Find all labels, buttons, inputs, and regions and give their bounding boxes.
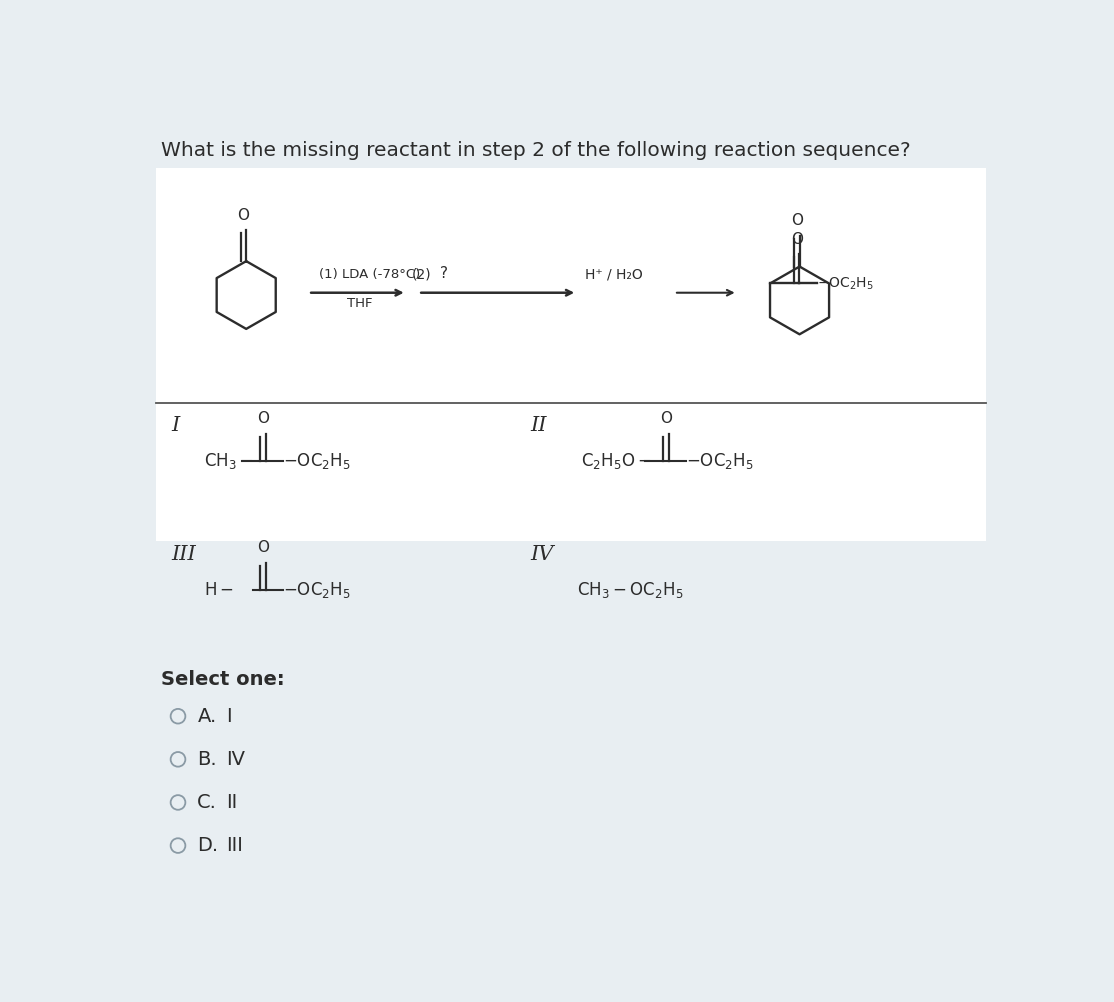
Text: III: III — [226, 836, 243, 855]
FancyBboxPatch shape — [156, 168, 986, 541]
Text: III: III — [172, 545, 196, 564]
Text: B.: B. — [197, 749, 217, 769]
Text: A.: A. — [197, 706, 216, 725]
Text: O: O — [659, 411, 672, 426]
Text: $\mathregular{CH_3-}$: $\mathregular{CH_3-}$ — [204, 451, 253, 471]
Text: C.: C. — [197, 793, 217, 812]
Text: H⁺ / H₂O: H⁺ / H₂O — [585, 268, 643, 282]
Text: O: O — [257, 411, 268, 426]
Text: IV: IV — [226, 749, 245, 769]
Text: D.: D. — [197, 836, 218, 855]
Text: I: I — [172, 416, 180, 435]
Text: O: O — [257, 540, 268, 555]
Text: THF: THF — [346, 297, 372, 310]
Text: II: II — [530, 416, 547, 435]
Text: $\mathregular{-OC_2H_5}$: $\mathregular{-OC_2H_5}$ — [685, 451, 753, 471]
Text: $\mathregular{C_2H_5O-}$: $\mathregular{C_2H_5O-}$ — [582, 451, 652, 471]
Text: II: II — [226, 793, 237, 812]
Text: $\mathregular{-OC_2H_5}$: $\mathregular{-OC_2H_5}$ — [283, 451, 351, 471]
Text: ?: ? — [440, 267, 448, 282]
Text: $\mathregular{-OC_2H_5}$: $\mathregular{-OC_2H_5}$ — [283, 580, 351, 600]
Text: $\mathregular{H-}$: $\mathregular{H-}$ — [204, 581, 234, 599]
Text: (1) LDA (-78°C): (1) LDA (-78°C) — [319, 269, 420, 282]
Text: O: O — [791, 213, 803, 228]
Text: What is the missing reactant in step 2 of the following reaction sequence?: What is the missing reactant in step 2 o… — [160, 141, 910, 160]
Text: I: I — [226, 706, 232, 725]
Text: (2): (2) — [412, 268, 432, 282]
Text: O: O — [791, 231, 803, 246]
Text: O: O — [237, 207, 250, 222]
Text: Select one:: Select one: — [160, 670, 284, 689]
Text: $\mathregular{CH_3-OC_2H_5}$: $\mathregular{CH_3-OC_2H_5}$ — [577, 580, 684, 600]
Text: IV: IV — [530, 545, 554, 564]
Text: $\mathregular{-OC_2H_5}$: $\mathregular{-OC_2H_5}$ — [817, 276, 873, 292]
